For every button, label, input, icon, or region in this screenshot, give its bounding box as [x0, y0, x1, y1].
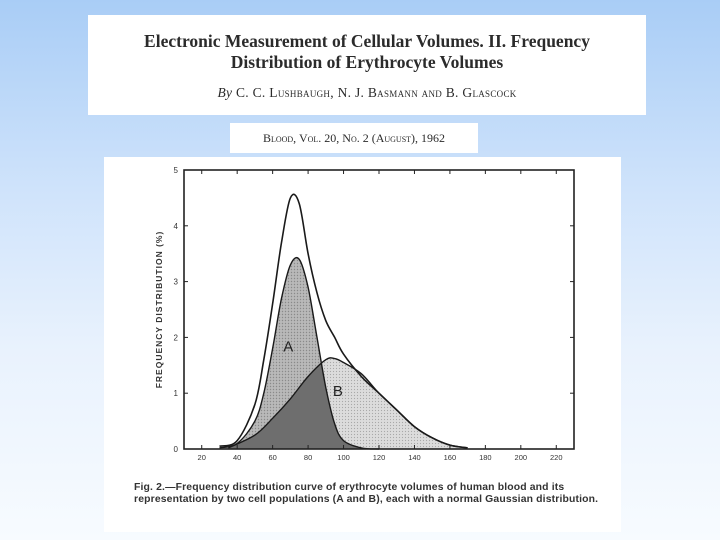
frequency-distribution-chart: 20 40 60 80 100 120 140 160 180 200 220 0 1 2 3 4 5 ERYTH…	[154, 166, 575, 467]
annotation-b: B	[333, 383, 343, 400]
authors-by-label: By	[217, 85, 233, 100]
authors-names: C. C. Lushbaugh, N. J. Basmann and B. Gl…	[235, 85, 517, 100]
article-authors: By C. C. Lushbaugh, N. J. Basmann and B.…	[88, 85, 646, 101]
y-tick-label: 2	[174, 333, 179, 342]
y-tick-label: 1	[174, 389, 179, 398]
x-tick-label: 140	[408, 453, 421, 462]
x-tick-label: 220	[550, 453, 563, 462]
series-b-line	[227, 357, 468, 449]
x-tick-label: 180	[479, 453, 492, 462]
x-tick-label: 80	[304, 453, 312, 462]
article-title-line-2: Distribution of Erythrocyte Volumes	[230, 52, 504, 72]
series-a-line	[219, 257, 380, 450]
x-tick-label: 160	[444, 453, 457, 462]
article-title-block: Electronic Measurement of Cellular Volum…	[88, 15, 646, 115]
annotation-a: A	[283, 338, 293, 355]
article-title-line-1: Electronic Measurement of Cellular Volum…	[144, 31, 590, 51]
y-tick-label: 4	[174, 222, 179, 231]
x-tick-label: 200	[515, 453, 528, 462]
x-tick-label: 40	[233, 453, 241, 462]
figure-caption: Fig. 2.—Frequency distribution curve of …	[134, 482, 599, 506]
y-tick-label: 5	[174, 166, 179, 175]
journal-citation: Blood, Vol. 20, No. 2 (August), 1962	[230, 123, 478, 153]
x-tick-label: 120	[373, 453, 386, 462]
figure-panel: 20 40 60 80 100 120 140 160 180 200 220 0 1 2 3 4 5 ERYTH…	[104, 157, 621, 532]
x-tick-label: 20	[198, 453, 206, 462]
y-tick-label: 3	[174, 278, 179, 287]
y-tick-label: 0	[174, 445, 179, 454]
series-a-area	[219, 257, 379, 449]
y-axis-label: FREQUENCY DISTRIBUTION (%)	[154, 231, 164, 389]
x-tick-label: 100	[337, 453, 350, 462]
x-axis-label: ERYTHROCYTE VOLUME (μ³)	[308, 465, 450, 467]
x-tick-label: 60	[268, 453, 276, 462]
